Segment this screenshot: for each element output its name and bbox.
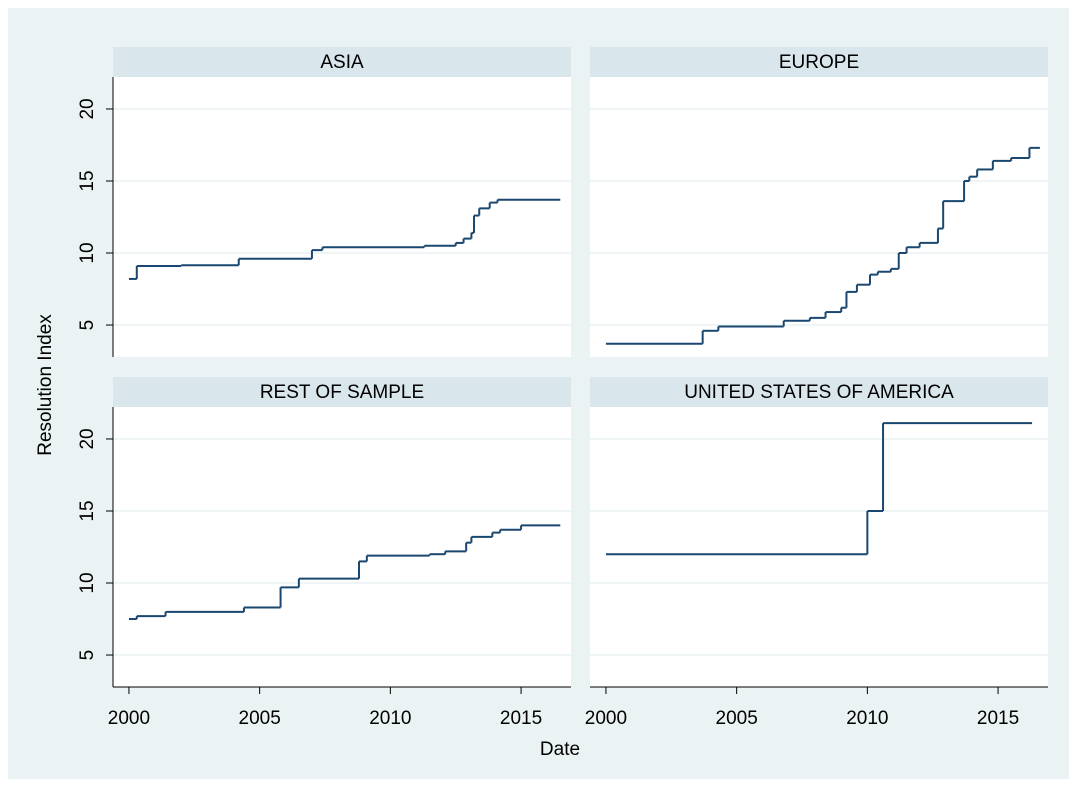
panel-title: REST OF SAMPLE (260, 382, 424, 403)
panel-title: EUROPE (779, 52, 859, 73)
plot-area (113, 77, 571, 357)
x-tick-label: 2005 (239, 708, 281, 729)
plot-area (113, 407, 571, 687)
y-tick-label: 5 (77, 320, 98, 331)
plot-area (590, 407, 1048, 687)
y-tick-label: 20 (77, 98, 98, 119)
y-axis-title: Resolution Index (35, 314, 56, 456)
panel-header (590, 377, 1048, 407)
plot-area (590, 77, 1048, 357)
y-tick-label: 5 (77, 650, 98, 661)
panel-header (590, 47, 1048, 77)
panel-header (113, 377, 571, 407)
x-tick-label: 2010 (846, 708, 888, 729)
x-tick-label: 2015 (977, 708, 1019, 729)
y-tick-label: 10 (77, 242, 98, 263)
y-tick-label: 10 (77, 572, 98, 593)
x-tick-label: 2010 (369, 708, 411, 729)
panel-header (113, 47, 571, 77)
x-tick-label: 2000 (585, 708, 627, 729)
x-axis-title: Date (540, 739, 580, 760)
y-tick-label: 15 (77, 170, 98, 191)
y-tick-label: 20 (77, 428, 98, 449)
y-tick-label: 15 (77, 500, 98, 521)
x-tick-label: 2005 (716, 708, 758, 729)
x-tick-label: 2015 (500, 708, 542, 729)
panel-title: UNITED STATES OF AMERICA (684, 382, 954, 403)
panel-title: ASIA (320, 52, 364, 73)
x-tick-label: 2000 (108, 708, 150, 729)
